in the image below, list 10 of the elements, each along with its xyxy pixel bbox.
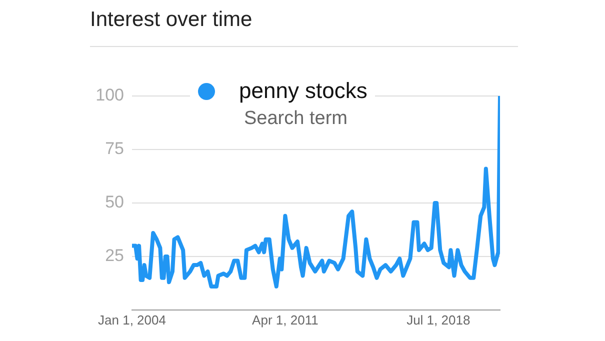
y-tick-label: 100: [96, 86, 124, 105]
y-tick-label: 50: [105, 192, 124, 212]
x-tick-label: Jul 1, 2018: [406, 312, 470, 328]
x-tick-label: Apr 1, 2011: [252, 312, 318, 328]
chart-title: Interest over time: [90, 8, 518, 47]
y-tick-label: 25: [105, 246, 124, 266]
annotation: Search term: [244, 108, 348, 130]
y-tick-label: 75: [105, 139, 124, 158]
x-tick-label: Jan 1, 2004: [98, 312, 166, 328]
legend-label: penny stocks: [239, 78, 368, 104]
